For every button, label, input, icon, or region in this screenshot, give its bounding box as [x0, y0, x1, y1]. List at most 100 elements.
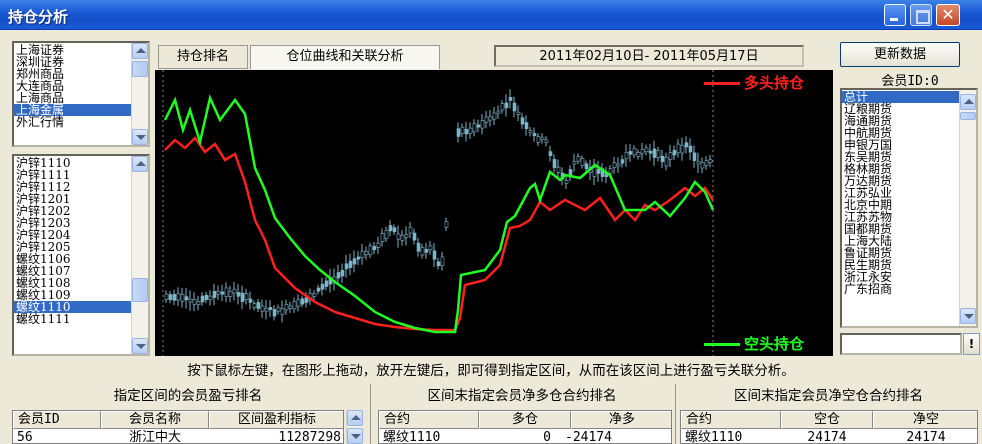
table-cell: 24174: [807, 430, 847, 444]
contract-list-item[interactable]: 沪锌1203: [16, 216, 71, 230]
column-header[interactable]: 净空: [873, 411, 977, 429]
candle-body: [564, 180, 569, 184]
candle-body: [472, 123, 477, 133]
member-list-item[interactable]: 北京中期: [844, 198, 893, 212]
member-list-item[interactable]: 民生期货: [844, 258, 893, 272]
legend-short: 空头持仓: [704, 333, 804, 354]
exclaim-button[interactable]: !: [963, 333, 980, 355]
column-header[interactable]: 会员ID: [13, 411, 101, 429]
candle-body: [464, 129, 469, 135]
member-list-item[interactable]: 广东招商: [844, 282, 893, 296]
scroll-up-icon[interactable]: [132, 156, 148, 172]
member-list-item[interactable]: 辽粮期货: [844, 102, 893, 116]
net-short-table[interactable]: 合约 空仓 净空 螺纹1110 24174 24174: [680, 410, 978, 444]
contract-list-item[interactable]: 螺纹1108: [16, 276, 71, 290]
member-list-item[interactable]: 东吴期货: [844, 150, 893, 164]
column-header[interactable]: 区间盈利指标: [209, 411, 343, 429]
maximize-button[interactable]: [910, 4, 932, 26]
contract-list-item[interactable]: 沪锌1111: [16, 168, 71, 182]
member-input[interactable]: [840, 333, 962, 355]
candle-body: [556, 166, 561, 173]
candle-body: [284, 304, 289, 311]
contract-list-item[interactable]: 螺纹1111: [16, 312, 71, 326]
candle-body: [408, 226, 413, 234]
member-list-item[interactable]: 江苏苏物: [844, 210, 893, 224]
contract-list[interactable]: 沪锌1110 沪锌1111 沪锌1112 沪锌1201 沪锌1202 沪锌1203 沪锌12…: [12, 154, 150, 356]
candle-body: [432, 250, 437, 260]
market-list-item[interactable]: 大连商品: [16, 79, 65, 93]
scroll-down-icon[interactable]: [347, 428, 363, 444]
member-list-item[interactable]: 鲁证期货: [844, 246, 893, 260]
candle-body: [456, 128, 461, 137]
candle-body: [488, 116, 493, 121]
net-long-table[interactable]: 合约 多仓 净多 螺纹1110 0 -24174: [378, 410, 672, 444]
contract-list-item[interactable]: 螺纹1107: [16, 264, 71, 278]
candle-body: [428, 245, 433, 251]
contract-list-item[interactable]: 沪锌1110: [16, 156, 71, 170]
scroll-thumb[interactable]: [960, 112, 976, 120]
contract-list-item[interactable]: 螺纹1109: [16, 288, 71, 302]
market-list-item[interactable]: 郑州商品: [16, 67, 65, 81]
scroll-up-icon[interactable]: [960, 94, 976, 110]
close-button[interactable]: ✕: [936, 4, 960, 26]
date-range: 2011年02月10日- 2011年05月17日: [494, 45, 804, 67]
scroll-down-icon[interactable]: [960, 308, 976, 324]
scroll-up-icon[interactable]: [347, 410, 363, 426]
minimize-button[interactable]: [884, 4, 906, 26]
contract-list-item[interactable]: 沪锌1201: [16, 192, 71, 206]
contract-list-scrollbar[interactable]: [131, 156, 148, 354]
member-list-item[interactable]: 万达期货: [844, 174, 893, 188]
candle-body: [524, 122, 529, 129]
candle-body: [508, 97, 513, 101]
scroll-up-icon[interactable]: [132, 43, 148, 59]
contract-list-item[interactable]: 沪锌1112: [16, 180, 71, 194]
member-list-item[interactable]: 国都期货: [844, 222, 893, 236]
member-list-item[interactable]: 格林期货: [844, 162, 893, 176]
member-list-item[interactable]: 上海大陆: [844, 234, 893, 248]
market-list-item[interactable]: 外汇行情: [16, 115, 65, 129]
section-divider: [370, 384, 371, 444]
candle-body: [348, 260, 353, 268]
candle-body: [504, 102, 509, 109]
column-header[interactable]: 多仓: [479, 411, 571, 429]
column-header[interactable]: 合约: [379, 411, 479, 429]
scroll-down-icon[interactable]: [132, 129, 148, 145]
member-list[interactable]: 总计 辽粮期货 海通期货 中航期货 申银万国 东吴期货 格林期货 万达期货 江苏弘业 北京中期 江苏…: [840, 88, 978, 328]
member-list-item[interactable]: 中航期货: [844, 126, 893, 140]
contract-list-item[interactable]: 螺纹1110: [14, 301, 148, 313]
scroll-down-icon[interactable]: [132, 338, 148, 354]
candle-body: [676, 143, 681, 154]
tab-position-ranking[interactable]: 持仓排名: [158, 45, 248, 69]
member-list-scrollbar[interactable]: [959, 90, 976, 326]
contract-list-item[interactable]: 螺纹1106: [16, 252, 71, 266]
member-list-item[interactable]: 浙江永安: [844, 270, 893, 284]
column-header[interactable]: 净多: [571, 411, 671, 429]
profit-table-scrollbar[interactable]: [346, 410, 363, 444]
candle-body: [704, 160, 709, 166]
table-cell: 浙江中大: [128, 430, 181, 444]
candle-body: [184, 296, 189, 301]
column-header[interactable]: 合约: [681, 411, 781, 429]
member-list-item[interactable]: 申银万国: [844, 138, 893, 152]
market-list-item[interactable]: 上海证券: [16, 43, 65, 57]
profit-ranking-table[interactable]: 会员ID 会员名称 区间盈利指标 56 浙江中大 11287298: [12, 410, 344, 444]
candle-body: [476, 124, 481, 128]
contract-list-item[interactable]: 沪锌1204: [16, 228, 71, 242]
market-list-item[interactable]: 上海商品: [16, 91, 65, 105]
position-chart[interactable]: 多头持仓 空头持仓: [155, 70, 833, 356]
market-list-item[interactable]: 上海金属: [14, 104, 148, 116]
update-data-button[interactable]: 更新数据: [840, 42, 960, 67]
market-list-item[interactable]: 深圳证券: [16, 55, 65, 69]
column-header[interactable]: 会员名称: [101, 411, 209, 429]
scroll-thumb[interactable]: [132, 278, 148, 302]
member-list-item[interactable]: 海通期货: [844, 114, 893, 128]
contract-list-item[interactable]: 沪锌1202: [16, 204, 71, 218]
scroll-thumb[interactable]: [132, 61, 148, 77]
contract-list-item[interactable]: 沪锌1205: [16, 240, 71, 254]
market-list[interactable]: 上海证券 深圳证券 郑州商品 大连商品 上海商品 上海金属 外汇行情: [12, 41, 150, 147]
column-header[interactable]: 空仓: [781, 411, 873, 429]
member-list-item[interactable]: 江苏弘业: [844, 186, 893, 200]
tab-position-curve[interactable]: 仓位曲线和关联分析: [250, 45, 440, 69]
market-list-scrollbar[interactable]: [131, 43, 148, 145]
member-list-item[interactable]: 总计: [842, 91, 976, 103]
